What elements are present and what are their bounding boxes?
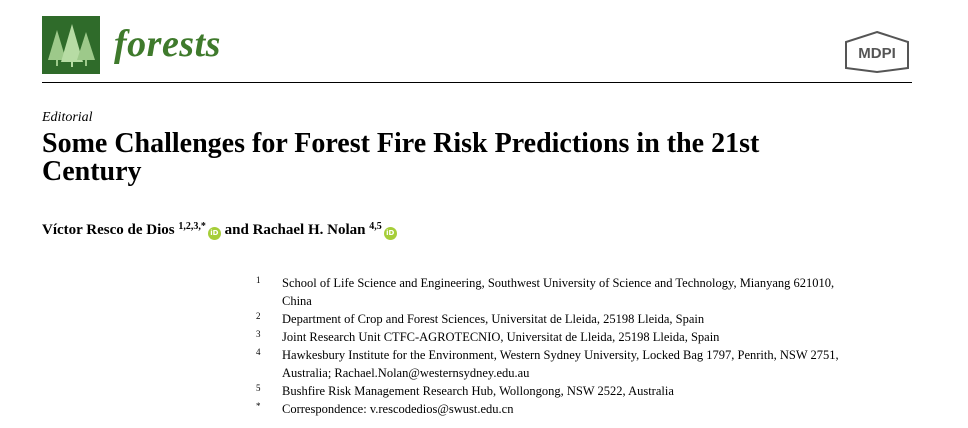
affiliation-number: * (256, 401, 261, 411)
author-name: Víctor Resco de Dios (42, 222, 175, 238)
affiliation-item: 2 Department of Crop and Forest Sciences… (256, 310, 856, 328)
author-affiliation-marks: 1,2,3,* (178, 221, 206, 232)
affiliation-text: Department of Crop and Forest Sciences, … (282, 312, 705, 326)
orcid-icon[interactable]: iD (383, 227, 397, 240)
header-divider (42, 82, 912, 83)
author-connector: and (224, 222, 249, 238)
author-affiliation-marks: 4,5 (369, 221, 382, 232)
journal-name: forests (114, 23, 221, 65)
affiliation-number: 2 (256, 311, 261, 321)
affiliation-text: Joint Research Unit CTFC-AGROTECNIO, Uni… (282, 330, 720, 344)
affiliation-text: School of Life Science and Engineering, … (282, 276, 835, 308)
orcid-icon[interactable]: iD (207, 227, 221, 240)
correspondence-text: Correspondence: v.rescodedios@swust.edu.… (282, 402, 514, 416)
journal-logo-icon (42, 16, 100, 74)
affiliation-list: 1 School of Life Science and Engineering… (256, 274, 856, 418)
article-title: Some Challenges for Forest Fire Risk Pre… (42, 128, 760, 187)
article-type: Editorial (42, 110, 93, 125)
affiliation-number: 4 (256, 347, 261, 357)
affiliation-number: 1 (256, 275, 261, 285)
affiliation-text: Hawkesbury Institute for the Environment… (282, 348, 839, 380)
journal-header: forests MDPI (42, 16, 912, 82)
affiliation-number: 5 (256, 383, 261, 393)
affiliation-item: 1 School of Life Science and Engineering… (256, 274, 856, 310)
author-name: Rachael H. Nolan (252, 222, 366, 238)
svg-text:MDPI: MDPI (858, 45, 896, 62)
mdpi-logo-icon: MDPI (842, 30, 912, 74)
correspondence-item: * Correspondence: v.rescodedios@swust.ed… (256, 400, 856, 418)
affiliation-text: Bushfire Risk Management Research Hub, W… (282, 384, 674, 398)
affiliation-number: 3 (256, 329, 261, 339)
affiliation-item: 4 Hawkesbury Institute for the Environme… (256, 346, 856, 382)
affiliation-item: 3 Joint Research Unit CTFC-AGROTECNIO, U… (256, 328, 856, 346)
author-line: Víctor Resco de Dios 1,2,3,*iD and Racha… (42, 222, 397, 240)
affiliation-item: 5 Bushfire Risk Management Research Hub,… (256, 382, 856, 400)
